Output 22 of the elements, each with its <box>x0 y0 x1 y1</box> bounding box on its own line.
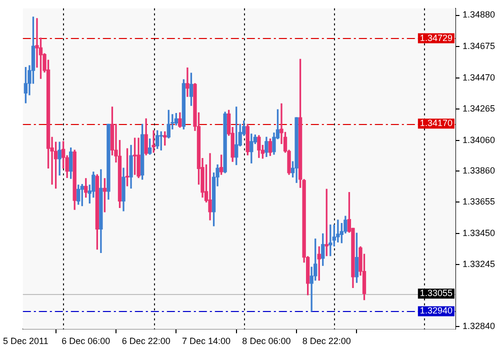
ref-line-label: 1.34170 <box>420 118 452 128</box>
y-tick-label: 1.34470 <box>462 72 496 82</box>
y-tick-label: 1.33860 <box>462 165 496 176</box>
y-tick-label: 1.34265 <box>462 104 496 114</box>
y-tick-label: 1.33245 <box>462 259 496 270</box>
candlestick <box>186 68 190 97</box>
x-tick-label: 8 Dec 22:00 <box>302 336 351 346</box>
y-tick-label: 1.33655 <box>462 196 496 207</box>
x-tick-label: 8 Dec 06:00 <box>242 336 291 346</box>
x-tick-label: 6 Dec 22:00 <box>122 336 170 346</box>
candlestick <box>208 153 212 220</box>
y-tick-label: 1.34060 <box>462 134 496 145</box>
y-tick-label: 1.34880 <box>462 10 496 20</box>
ref-line-label: 1.32940 <box>420 306 452 316</box>
x-tick-label: 5 Dec 2011 <box>3 336 48 346</box>
x-tick-label: 6 Dec 06:00 <box>62 336 110 346</box>
y-tick-label: 1.32840 <box>462 320 496 331</box>
y-tick-label: 1.34675 <box>462 41 496 52</box>
ref-line-label: 1.33055 <box>420 288 452 298</box>
ref-line-label: 1.34729 <box>420 32 452 43</box>
y-tick-label: 1.33450 <box>462 228 496 238</box>
x-tick-label: 7 Dec 14:00 <box>182 336 231 346</box>
